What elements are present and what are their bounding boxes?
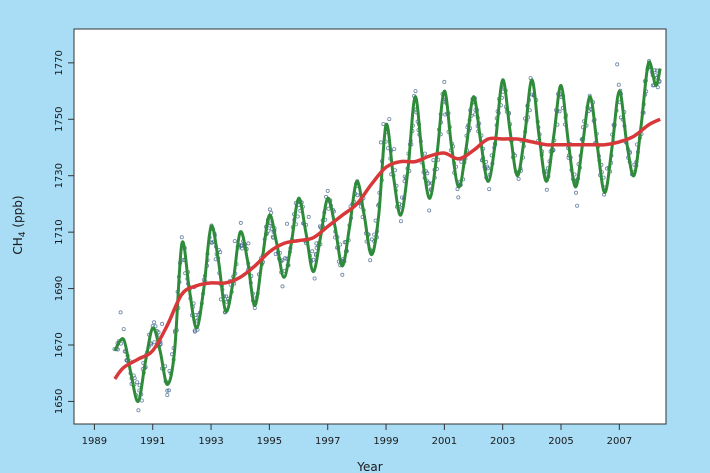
y-axis: 1650 1670 1690 1710 1730 1750 1770: [54, 50, 74, 414]
observation-point: [575, 203, 580, 208]
observation-point: [398, 219, 403, 224]
observation-point: [544, 187, 549, 192]
observation-point: [152, 340, 157, 345]
observation-point: [325, 188, 330, 193]
observation-point: [232, 239, 237, 244]
y-tick-label: 1710: [54, 219, 65, 244]
observation-point: [267, 207, 272, 212]
observation-point: [135, 380, 140, 385]
observation-point: [312, 276, 317, 281]
x-tick-label: 2003: [490, 436, 515, 447]
y-tick-label: 1770: [54, 50, 65, 75]
observation-point: [153, 324, 158, 329]
y-tick-label: 1750: [54, 107, 65, 132]
x-axis-label: Year: [356, 460, 382, 473]
observation-point: [413, 89, 418, 94]
observation-point: [355, 193, 360, 198]
observation-point: [139, 398, 144, 403]
observation-point: [224, 294, 229, 299]
x-tick-label: 1999: [373, 436, 398, 447]
y-axis-label-main: CH: [11, 237, 25, 254]
observation-point: [218, 250, 223, 255]
x-tick-label: 1997: [315, 436, 340, 447]
x-tick-label: 2005: [548, 436, 573, 447]
observation-point: [136, 408, 141, 413]
y-tick-label: 1670: [54, 332, 65, 357]
y-axis-label-sub: 4: [18, 231, 28, 237]
observation-point: [616, 82, 621, 87]
y-axis-label-unit: (ppb): [11, 195, 25, 231]
x-axis: 1989 1991 1993 1995 1997 1999 2001 2003 2005 2007: [82, 424, 632, 447]
y-tick-label: 1730: [54, 163, 65, 188]
observation-point: [280, 284, 285, 289]
observation-point: [427, 208, 432, 213]
seasonal-cycle-line: [113, 60, 662, 403]
observation-point: [160, 321, 165, 326]
y-axis-label: CH4 (ppb): [11, 195, 28, 254]
observation-point: [310, 249, 315, 254]
x-tick-label: 1991: [140, 436, 165, 447]
observation-point: [340, 272, 345, 277]
observation-point: [238, 220, 243, 225]
observation-point: [118, 310, 123, 315]
observation-point: [166, 388, 171, 393]
observation-point: [516, 176, 521, 181]
observation-point: [246, 241, 251, 246]
observation-point: [179, 235, 184, 240]
observation-point: [152, 320, 157, 325]
observation-point: [392, 147, 397, 152]
observation-point: [387, 117, 392, 122]
observation-point: [165, 392, 170, 397]
trend-line: [113, 117, 661, 380]
y-tick-label: 1690: [54, 276, 65, 301]
observation-point: [487, 187, 492, 192]
observation-point: [306, 214, 311, 219]
x-tick-label: 2007: [607, 436, 632, 447]
x-tick-label: 1995: [257, 436, 282, 447]
observation-point: [368, 258, 373, 263]
observation-point: [456, 195, 461, 200]
x-tick-label: 2001: [432, 436, 457, 447]
observation-point: [615, 62, 620, 67]
observation-point: [284, 221, 289, 226]
y-tick-label: 1650: [54, 389, 65, 414]
observation-point: [240, 246, 245, 251]
observation-point: [574, 190, 579, 195]
x-tick-label: 1993: [198, 436, 223, 447]
observation-point: [442, 79, 447, 84]
observation-point: [311, 257, 316, 262]
observation-point: [121, 327, 126, 332]
x-tick-label: 1989: [82, 436, 107, 447]
